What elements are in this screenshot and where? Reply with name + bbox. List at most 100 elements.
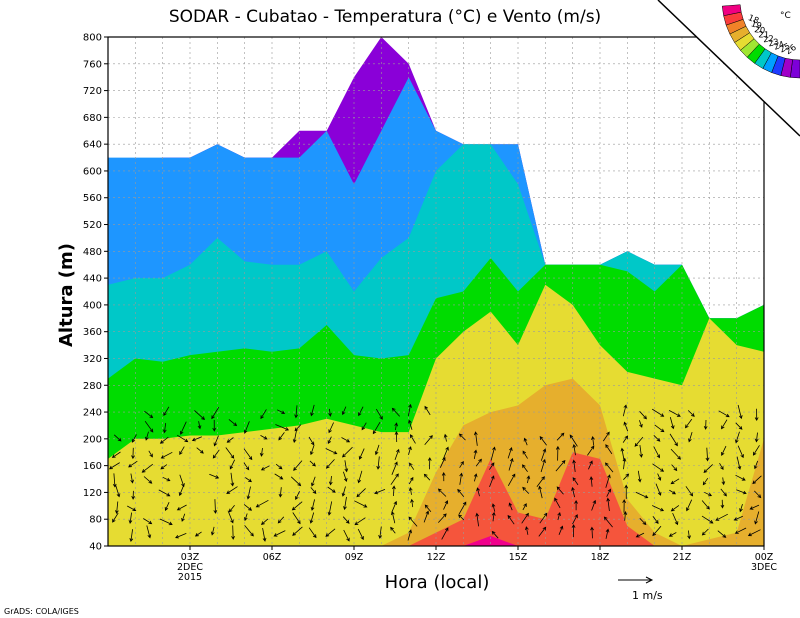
wind-arrow xyxy=(737,404,743,420)
wind-arrow xyxy=(522,464,528,473)
wind-arrow xyxy=(668,532,677,537)
y-tick-label: 680 xyxy=(83,113,102,124)
wind-arrow xyxy=(328,476,333,486)
wind-arrow xyxy=(685,418,693,429)
wind-arrow xyxy=(409,462,415,470)
wind-arrow xyxy=(407,529,412,541)
wind-arrow xyxy=(670,505,680,512)
wind-arrow xyxy=(176,434,189,443)
wind-arrow xyxy=(670,448,681,460)
wind-arrow xyxy=(703,419,708,430)
wind-arrow xyxy=(571,524,576,538)
legend-diagonal xyxy=(657,0,800,137)
wind-arrow xyxy=(277,516,285,524)
wind-arrow xyxy=(620,447,625,461)
wind-arrow xyxy=(653,435,661,442)
wind-arrow xyxy=(343,529,350,542)
wind-arrow xyxy=(473,431,478,446)
wind-arrow xyxy=(539,512,548,524)
wind-arrow xyxy=(441,471,446,482)
wind-arrow xyxy=(703,464,713,473)
wind-arrow xyxy=(408,446,412,456)
wind-arrow xyxy=(164,502,170,511)
wind-arrow xyxy=(390,473,399,485)
wind-arrow xyxy=(229,459,236,470)
wind-arrow xyxy=(539,436,547,446)
wind-arrow xyxy=(555,459,566,472)
legend-level-label: 21 xyxy=(758,30,769,40)
wind-arrow xyxy=(260,465,270,471)
y-tick-label: 360 xyxy=(83,327,102,338)
wind-arrow xyxy=(111,451,121,458)
y-axis-label: Altura (m) xyxy=(56,243,77,347)
x-tick-label: 00Z xyxy=(755,552,774,563)
wind-arrow xyxy=(473,473,478,482)
y-tick-label: 760 xyxy=(83,59,102,70)
wind-arrow xyxy=(328,422,334,434)
x-axis-label: Hora (local) xyxy=(385,572,490,593)
wind-arrow xyxy=(196,447,204,454)
wind-arrow xyxy=(556,432,565,441)
wind-arrow xyxy=(669,433,678,447)
wind-arrow xyxy=(179,446,185,456)
wind-arrow xyxy=(310,499,315,511)
wind-arrow xyxy=(145,431,149,441)
wind-arrow xyxy=(141,463,154,473)
wind-arrow xyxy=(374,489,386,495)
wind-arrow xyxy=(622,404,628,417)
wind-arrow xyxy=(427,457,432,470)
wind-arrow xyxy=(278,432,285,441)
wind-arrow xyxy=(572,477,579,486)
wind-arrow xyxy=(144,410,154,419)
y-tick-label: 480 xyxy=(83,247,102,258)
wind-arrow xyxy=(490,446,496,461)
legend-level-label: 24 xyxy=(772,40,786,53)
wind-arrow xyxy=(491,530,499,539)
wind-arrow xyxy=(591,435,595,446)
wind-arrow xyxy=(754,490,762,499)
legend-unit: °C xyxy=(780,11,791,21)
wind-arrow xyxy=(754,432,759,443)
wind-arrow xyxy=(459,461,464,468)
wind-arrow xyxy=(538,485,543,499)
wind-arrow xyxy=(310,444,315,456)
wind-arrow xyxy=(588,460,593,470)
wind-arrow xyxy=(736,489,747,495)
y-tick-label: 800 xyxy=(83,33,102,44)
wind-arrow xyxy=(605,528,610,539)
wind-arrow xyxy=(146,525,152,539)
wind-arrow xyxy=(328,408,332,417)
wind-arrow xyxy=(109,462,120,470)
wind-arrow xyxy=(653,446,660,459)
x-tick-label: 12Z xyxy=(427,552,446,563)
wind-arrow xyxy=(344,460,349,473)
wind-arrow xyxy=(376,456,381,470)
wind-arrow xyxy=(424,504,432,513)
wind-arrow xyxy=(112,512,119,523)
wind-arrow xyxy=(701,515,714,524)
wind-arrow xyxy=(228,505,235,513)
wind-arrow xyxy=(672,512,679,526)
wind-arrow xyxy=(354,517,366,526)
wind-arrow xyxy=(357,470,363,484)
wind-arrow xyxy=(243,421,250,434)
wind-arrow xyxy=(739,503,743,513)
wind-arrow xyxy=(637,470,642,483)
wind-arrow xyxy=(308,527,317,539)
wind-arrow xyxy=(194,410,206,420)
wind-arrow xyxy=(231,525,235,540)
wind-arrow xyxy=(687,410,695,417)
wind-arrow xyxy=(701,528,709,536)
wind-arrow xyxy=(163,406,170,417)
wind-arrow xyxy=(128,460,138,468)
wind-arrow xyxy=(213,499,218,514)
wind-arrow xyxy=(507,473,516,486)
wind-arrow xyxy=(603,516,613,528)
wind-arrow xyxy=(721,419,728,430)
wind-arrow xyxy=(358,406,364,417)
wind-arrow xyxy=(327,486,336,493)
wind-arrow xyxy=(357,528,364,541)
wind-arrow xyxy=(160,464,168,470)
